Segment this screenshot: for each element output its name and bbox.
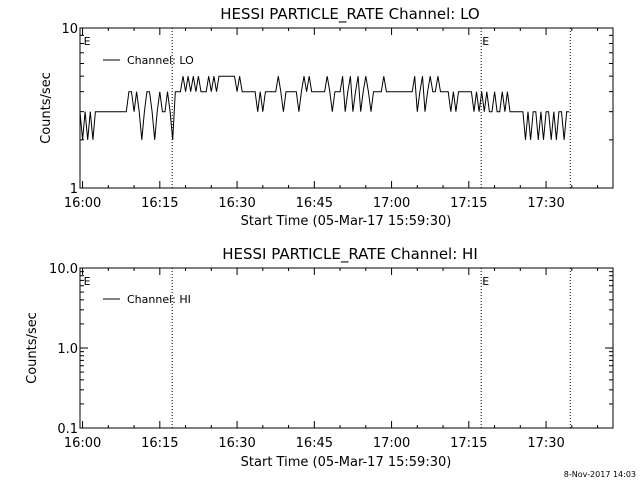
x-tick-label: 17:30 — [527, 196, 564, 211]
y-tick-label: 0.1 — [57, 422, 78, 437]
legend: Channel: LO — [103, 54, 194, 67]
x-tick-label: 16:15 — [141, 436, 178, 451]
y-tick-label: 1.0 — [57, 342, 78, 357]
y-tick-label: 1 — [70, 182, 78, 197]
y-axis-label: Counts/sec — [25, 312, 40, 384]
x-tick-label: 16:15 — [141, 196, 178, 211]
panel-lo: HESSI PARTICLE_RATE Channel: LO Counts/s… — [39, 5, 614, 229]
x-tick-label: 16:30 — [218, 196, 255, 211]
x-tick-label: 17:00 — [373, 436, 410, 451]
x-tick-label: 16:30 — [218, 436, 255, 451]
chart-title: HESSI PARTICLE_RATE Channel: HI — [222, 245, 478, 264]
y-tick-label: 10.0 — [49, 262, 78, 277]
series-line — [79, 75, 570, 140]
legend: Channel: HI — [103, 293, 191, 306]
event-label: E — [482, 35, 489, 48]
event-label: E — [84, 275, 91, 288]
x-tick-label: 17:30 — [527, 436, 564, 451]
plot-frame — [79, 27, 614, 189]
x-tick-label: 17:00 — [373, 196, 410, 211]
legend-label: Channel: LO — [127, 54, 194, 67]
x-tick-label: 16:45 — [296, 436, 333, 451]
x-tick-label: 16:00 — [64, 436, 101, 451]
y-tick-label: 10 — [61, 22, 78, 37]
y-axis-label: Counts/sec — [39, 72, 54, 144]
legend-label: Channel: HI — [127, 293, 191, 306]
panel-hi: HESSI PARTICLE_RATE Channel: HI Counts/s… — [25, 245, 614, 470]
plot-frame — [79, 267, 614, 429]
x-axis-label: Start Time (05-Mar-17 15:59:30) — [241, 214, 452, 229]
x-axis-label: Start Time (05-Mar-17 15:59:30) — [241, 455, 452, 470]
x-tick-label: 16:45 — [296, 196, 333, 211]
event-label: E — [482, 275, 489, 288]
chart-title: HESSI PARTICLE_RATE Channel: LO — [220, 5, 479, 24]
event-label: E — [84, 35, 91, 48]
x-tick-label: 16:00 — [64, 196, 101, 211]
x-tick-label: 17:15 — [450, 196, 487, 211]
generation-timestamp: 8-Nov-2017 14:03 — [564, 470, 636, 479]
x-tick-label: 17:15 — [450, 436, 487, 451]
